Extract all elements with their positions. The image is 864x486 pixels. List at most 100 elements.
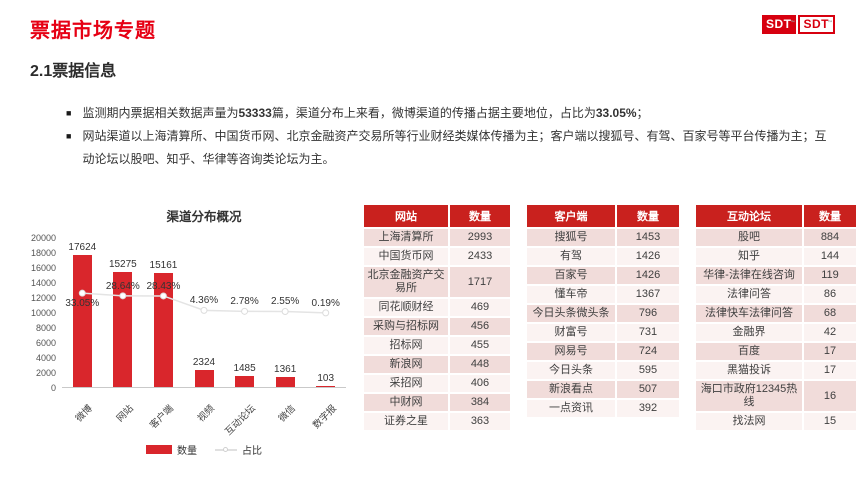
table-cell: 海口市政府12345热线 (696, 381, 802, 411)
table-cell: 新浪看点 (527, 381, 615, 398)
table-cell: 15 (804, 413, 856, 430)
bar-value-label: 103 (317, 373, 335, 384)
table-cell: 796 (617, 305, 679, 322)
table-header-row: 客户端 数量 (527, 205, 679, 227)
table-row: 中国货币网 2433 (364, 248, 510, 265)
y-axis-tick-label: 14000 (30, 278, 56, 288)
table-row: 财富号 731 (527, 324, 679, 341)
table-cell: 知乎 (696, 248, 802, 265)
table-cell: 北京金融资产交易所 (364, 267, 448, 297)
table-cell: 17 (804, 362, 856, 379)
table-row: 一点资讯 392 (527, 400, 679, 417)
bullet-square-icon: ■ (66, 131, 72, 141)
table-cell: 百度 (696, 343, 802, 360)
table-cell: 884 (804, 229, 856, 246)
table-cell: 455 (450, 337, 510, 354)
table-cell: 1453 (617, 229, 679, 246)
table-row: 采购与招标网 456 (364, 318, 510, 335)
table-row: 采招网 406 (364, 375, 510, 392)
table-row: 金融界 42 (696, 324, 856, 341)
table-row: 新浪网 448 (364, 356, 510, 373)
chart-legend: 数量 占比 (62, 442, 346, 457)
table-cell: 百家号 (527, 267, 615, 284)
table-cell: 网易号 (527, 343, 615, 360)
table-header-cell: 网站 (364, 205, 448, 227)
sdt-logo: SDT ™ SDT ™ (762, 15, 835, 34)
table-cell: 86 (804, 286, 856, 303)
table-cell: 363 (450, 413, 510, 430)
table-row: 招标网 455 (364, 337, 510, 354)
channel-distribution-chart: 渠道分布概况 0 2000 4000 6000 8000 10000 12000 14000 1… (28, 196, 358, 478)
table-row: 黑猫投诉 17 (696, 362, 856, 379)
table-cell: 469 (450, 299, 510, 316)
bar-微博 (72, 254, 92, 387)
bullet-text: 网站渠道以上海清算所、中国货币网、北京金融资产交易所等行业财经类媒体传播为主；客… (82, 129, 827, 166)
bar-value-label: 1361 (274, 363, 297, 375)
table-cell: 采购与招标网 (364, 318, 448, 335)
table-cell: 392 (617, 400, 679, 417)
bullet-list: ■ 监测期内票据相关数据声量为53333篇，渠道分布上来看，微博渠道的传播占据主要… (66, 102, 838, 171)
table-row: 今日头条微头条 796 (527, 305, 679, 322)
table-cell: 今日头条 (527, 362, 615, 379)
table-cell: 448 (450, 356, 510, 373)
table-row: 北京金融资产交易所 1717 (364, 267, 510, 297)
bar-互动论坛 (235, 375, 255, 387)
y-axis-tick-label: 16000 (30, 263, 56, 273)
table-row: 证券之星 363 (364, 413, 510, 430)
percent-marker (322, 309, 330, 317)
table-header-row: 网站 数量 (364, 205, 510, 227)
bullet-text: 监测期内票据相关数据声量为53333篇，渠道分布上来看，微博渠道的传播占据主要地… (82, 106, 649, 120)
table-cell: 采招网 (364, 375, 448, 392)
legend-line-marker-icon (223, 446, 228, 452)
table-cell: 证券之星 (364, 413, 448, 430)
trademark-icon: ™ (790, 20, 796, 26)
percent-marker (200, 306, 208, 314)
legend-bar-swatch-icon (146, 445, 172, 454)
table-cell: 一点资讯 (527, 400, 615, 417)
trademark-icon: ™ (827, 20, 833, 26)
table-row: 搜狐号 1453 (527, 229, 679, 246)
bar-value-label: 17624 (68, 241, 97, 253)
data-tables: 网站 数量 上海清算所 2993 中国货币网 2433 北京金融资产交易所 1717 同花顺财经… (362, 203, 858, 432)
table-cell: 507 (617, 381, 679, 398)
table-cell: 406 (450, 375, 510, 392)
y-axis-tick-label: 0 (50, 383, 56, 393)
bullet-item-1: ■ 监测期内票据相关数据声量为53333篇，渠道分布上来看，微博渠道的传播占据主要… (66, 102, 838, 125)
bar-客户端 (153, 273, 173, 387)
table-row: 中财网 384 (364, 394, 510, 411)
logo-right-block: SDT ™ (797, 15, 835, 34)
table-cell: 股吧 (696, 229, 802, 246)
logo-left-block: SDT ™ (762, 15, 796, 34)
chart-title: 渠道分布概况 (166, 210, 242, 224)
table-cell: 42 (804, 324, 856, 341)
table-row: 今日头条 595 (527, 362, 679, 379)
table-cell: 384 (450, 394, 510, 411)
bar-微信 (275, 376, 295, 387)
percent-marker (159, 292, 167, 300)
table-cell: 懂车帝 (527, 286, 615, 303)
table-row: 知乎 144 (696, 248, 856, 265)
percent-data-label: 2.78% (230, 296, 259, 308)
bullet-square-icon: ■ (66, 108, 72, 118)
table-cell: 1717 (450, 267, 510, 297)
table-cell: 找法网 (696, 413, 802, 430)
table-row: 上海清算所 2993 (364, 229, 510, 246)
table-cell: 法律问答 (696, 286, 802, 303)
y-axis-tick-label: 4000 (35, 353, 56, 363)
table-row: 海口市政府12345热线 16 (696, 381, 856, 411)
y-axis-tick-label: 18000 (30, 248, 56, 258)
legend-item-percent: 占比 (215, 442, 262, 457)
table-row: 有驾 1426 (527, 248, 679, 265)
table-cell: 财富号 (527, 324, 615, 341)
y-axis-tick-label: 6000 (35, 338, 56, 348)
table-cell: 2993 (450, 229, 510, 246)
table-row: 新浪看点 507 (527, 381, 679, 398)
table-row: 华律-法律在线咨询 119 (696, 267, 856, 284)
percent-line-series (78, 289, 330, 317)
table-cell: 法律快车法律问答 (696, 305, 802, 322)
bar-网站 (113, 272, 133, 387)
table-row: 百家号 1426 (527, 267, 679, 284)
table-cell: 1426 (617, 248, 679, 265)
table-header-cell: 客户端 (527, 205, 615, 227)
table-cell: 同花顺财经 (364, 299, 448, 316)
